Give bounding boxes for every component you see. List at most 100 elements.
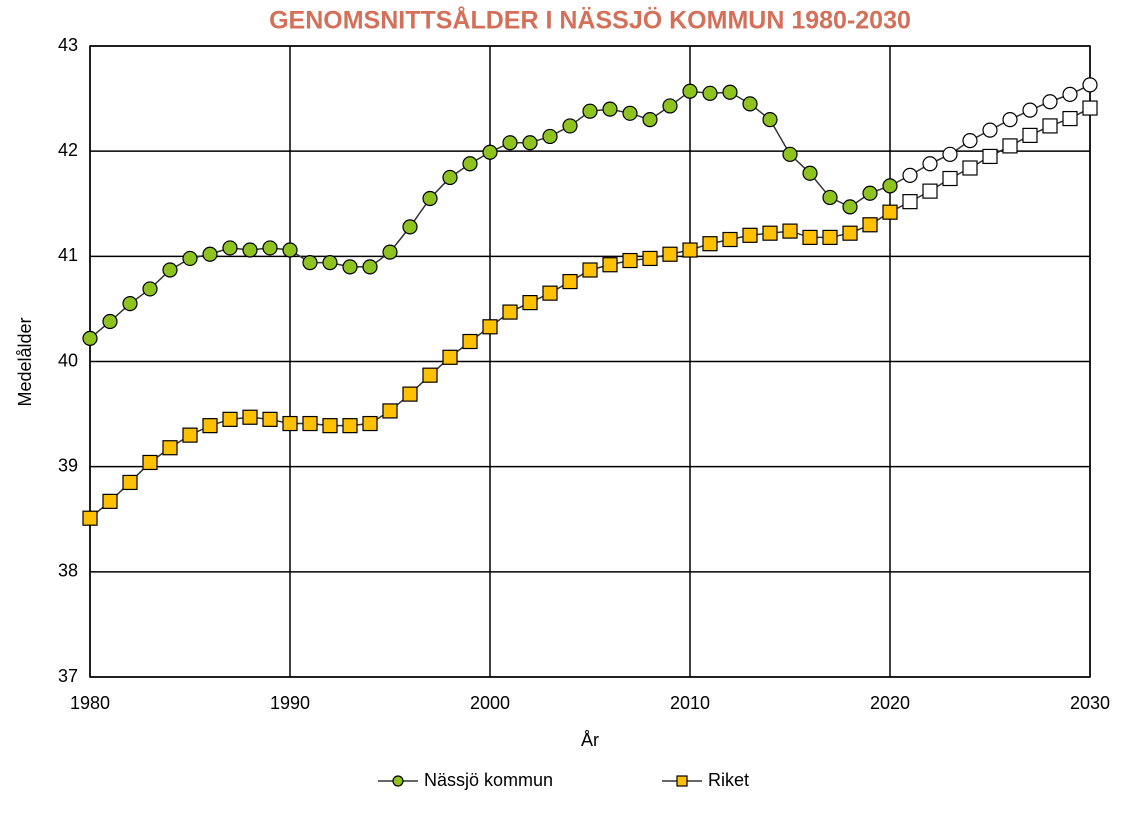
marker bbox=[502, 135, 518, 151]
y-tick-label: 41 bbox=[58, 245, 78, 265]
marker bbox=[862, 217, 878, 233]
x-tick-label: 2010 bbox=[670, 693, 710, 713]
marker bbox=[702, 236, 718, 252]
marker bbox=[302, 255, 318, 271]
marker bbox=[222, 411, 238, 427]
marker bbox=[1082, 100, 1098, 116]
marker bbox=[1022, 102, 1038, 118]
marker bbox=[842, 199, 858, 215]
legend-marker bbox=[676, 775, 688, 787]
marker bbox=[1022, 127, 1038, 143]
marker bbox=[502, 304, 518, 320]
x-tick-label: 2020 bbox=[870, 693, 910, 713]
marker bbox=[962, 133, 978, 149]
legend-label: Nässjö kommun bbox=[424, 770, 553, 790]
marker bbox=[702, 85, 718, 101]
marker bbox=[522, 135, 538, 151]
marker bbox=[602, 101, 618, 117]
marker bbox=[682, 83, 698, 99]
marker bbox=[442, 349, 458, 365]
marker bbox=[922, 183, 938, 199]
marker bbox=[222, 240, 238, 256]
y-tick-label: 43 bbox=[58, 35, 78, 55]
marker bbox=[482, 144, 498, 160]
marker bbox=[322, 418, 338, 434]
marker bbox=[462, 156, 478, 172]
y-tick-label: 37 bbox=[58, 666, 78, 686]
marker bbox=[142, 281, 158, 297]
marker bbox=[802, 229, 818, 246]
marker bbox=[982, 148, 998, 165]
series-line bbox=[89, 107, 1091, 519]
marker bbox=[642, 112, 658, 128]
marker bbox=[742, 96, 758, 112]
x-tick-label: 2000 bbox=[470, 693, 510, 713]
marker bbox=[582, 103, 598, 119]
marker bbox=[762, 112, 778, 128]
marker bbox=[882, 204, 898, 220]
series-line bbox=[89, 84, 1091, 339]
marker bbox=[122, 474, 138, 491]
chart-title: GENOMSNITTSÅLDER I NÄSSJÖ KOMMUN 1980-20… bbox=[269, 6, 911, 35]
marker bbox=[662, 98, 678, 114]
x-tick-label: 2030 bbox=[1070, 693, 1110, 713]
marker bbox=[682, 242, 698, 258]
marker bbox=[382, 244, 398, 260]
marker bbox=[722, 84, 738, 100]
marker bbox=[282, 415, 298, 432]
legend-label: Riket bbox=[708, 770, 749, 790]
marker bbox=[742, 227, 758, 243]
x-tick-label: 1980 bbox=[70, 693, 110, 713]
marker bbox=[902, 167, 918, 183]
plot-border bbox=[89, 45, 1091, 678]
marker bbox=[582, 262, 598, 278]
marker bbox=[362, 259, 378, 275]
marker bbox=[942, 170, 958, 187]
marker bbox=[262, 240, 278, 256]
marker bbox=[202, 418, 218, 434]
marker bbox=[562, 118, 578, 134]
marker bbox=[822, 229, 838, 246]
marker bbox=[962, 160, 978, 176]
marker bbox=[722, 231, 738, 248]
marker bbox=[522, 295, 538, 311]
marker bbox=[782, 223, 798, 239]
y-tick-label: 40 bbox=[58, 350, 78, 370]
marker bbox=[422, 190, 438, 207]
x-axis-label: År bbox=[581, 730, 599, 750]
marker bbox=[362, 415, 378, 432]
marker bbox=[402, 386, 418, 402]
marker bbox=[862, 185, 878, 201]
y-tick-label: 42 bbox=[58, 140, 78, 160]
marker bbox=[622, 105, 638, 121]
marker bbox=[162, 440, 178, 456]
marker bbox=[102, 313, 118, 330]
marker bbox=[182, 250, 198, 267]
marker bbox=[762, 225, 778, 241]
marker bbox=[1062, 86, 1078, 102]
marker bbox=[982, 122, 998, 138]
marker bbox=[382, 403, 398, 419]
marker bbox=[782, 146, 798, 162]
marker bbox=[82, 330, 98, 346]
marker bbox=[662, 246, 678, 262]
marker bbox=[302, 415, 318, 432]
marker bbox=[1042, 118, 1058, 134]
marker bbox=[142, 454, 158, 471]
marker bbox=[122, 296, 138, 312]
marker bbox=[242, 409, 258, 425]
marker bbox=[822, 189, 838, 206]
marker bbox=[402, 219, 418, 235]
marker bbox=[542, 285, 558, 301]
marker bbox=[642, 250, 658, 267]
marker bbox=[602, 257, 618, 273]
y-tick-label: 39 bbox=[58, 455, 78, 475]
marker bbox=[922, 156, 938, 172]
marker bbox=[162, 262, 178, 278]
marker bbox=[1082, 77, 1098, 93]
marker bbox=[562, 273, 578, 290]
marker bbox=[882, 178, 898, 194]
marker bbox=[902, 194, 918, 210]
marker bbox=[242, 242, 258, 258]
